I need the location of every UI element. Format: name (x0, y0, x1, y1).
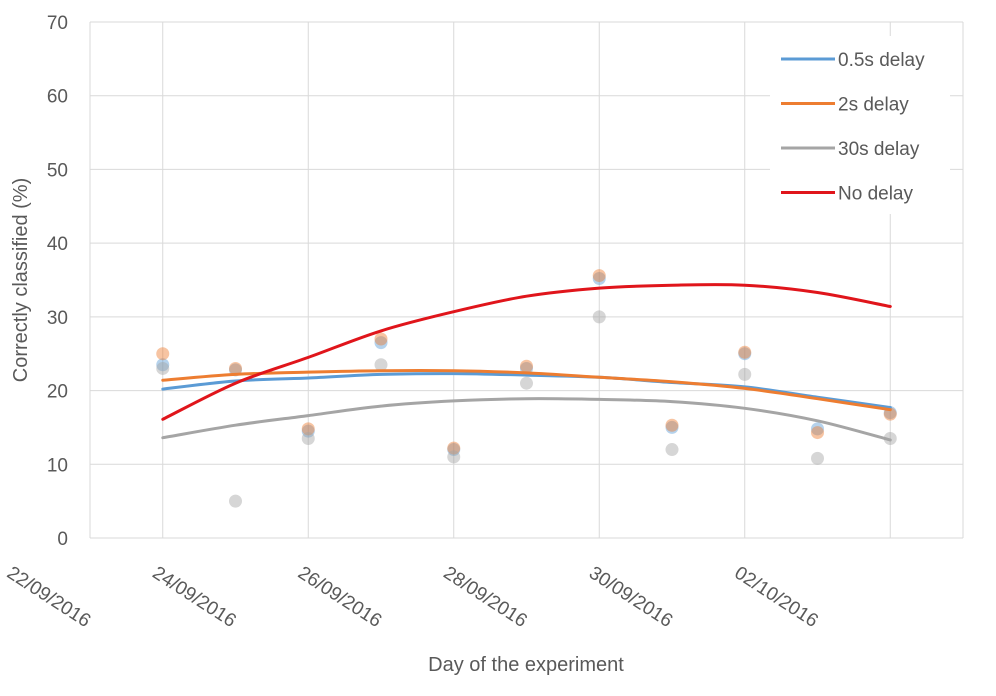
x-tick-labels: 22/09/2016 24/09/2016 26/09/2016 28/09/2016… (3, 563, 822, 632)
data-point (447, 443, 461, 457)
data-point (811, 451, 824, 465)
trend-line (161, 397, 892, 442)
y-tick-labels: 0 10 20 30 40 50 60 70 (47, 13, 68, 550)
y-tick-label: 70 (47, 13, 68, 34)
y-tick-label: 30 (47, 308, 68, 329)
data-points (156, 269, 897, 508)
data-point (301, 431, 315, 445)
data-point (447, 450, 461, 464)
data-point (374, 358, 388, 372)
x-axis-title: Day of the experiment (428, 654, 624, 676)
trend-line (161, 372, 892, 409)
x-tick-label: 22/09/2016 (3, 563, 94, 632)
data-point (374, 332, 388, 346)
data-point (665, 420, 679, 434)
data-point (665, 443, 679, 457)
data-point (229, 361, 242, 375)
data-point (811, 422, 824, 436)
data-point (811, 426, 824, 440)
data-point (592, 269, 606, 283)
y-tick-label: 60 (47, 87, 68, 108)
legend-entry: No delay (838, 184, 913, 205)
data-point (156, 361, 170, 375)
x-tick-label: 30/09/2016 (585, 563, 676, 632)
trend-line (161, 368, 892, 412)
data-point (738, 345, 752, 359)
y-tick-label: 0 (57, 529, 68, 550)
data-point (301, 422, 315, 436)
legend-entry: 0.5s delay (838, 50, 925, 71)
trend-line (161, 283, 892, 421)
y-axis-title: Correctly classified (%) (10, 178, 32, 382)
data-point (156, 347, 170, 361)
x-tick-label: 24/09/2016 (149, 563, 240, 632)
data-point (738, 367, 752, 381)
gridlines (89, 21, 964, 539)
data-point (447, 441, 461, 455)
data-point (520, 376, 533, 390)
legend-entry: 30s delay (838, 139, 920, 160)
data-point (738, 347, 752, 361)
data-point (520, 359, 533, 373)
data-point (592, 310, 606, 324)
x-tick-label: 26/09/2016 (294, 563, 385, 632)
legend-entry: 2s delay (838, 95, 909, 116)
y-tick-label: 40 (47, 234, 68, 255)
x-tick-label: 02/10/2016 (731, 563, 822, 632)
data-point (156, 358, 170, 372)
data-point (883, 407, 897, 421)
data-point (229, 494, 242, 508)
data-point (301, 424, 315, 438)
y-tick-label: 20 (47, 382, 68, 403)
y-tick-label: 50 (47, 160, 68, 181)
data-point (665, 418, 679, 432)
legend: 0.5s delay 2s delay 30s delay No delay (770, 36, 950, 214)
y-tick-label: 10 (47, 455, 68, 476)
x-tick-label: 28/09/2016 (440, 563, 531, 632)
legend-background (770, 36, 950, 214)
trendlines (161, 283, 892, 442)
data-point (374, 336, 388, 350)
data-point (592, 272, 606, 286)
